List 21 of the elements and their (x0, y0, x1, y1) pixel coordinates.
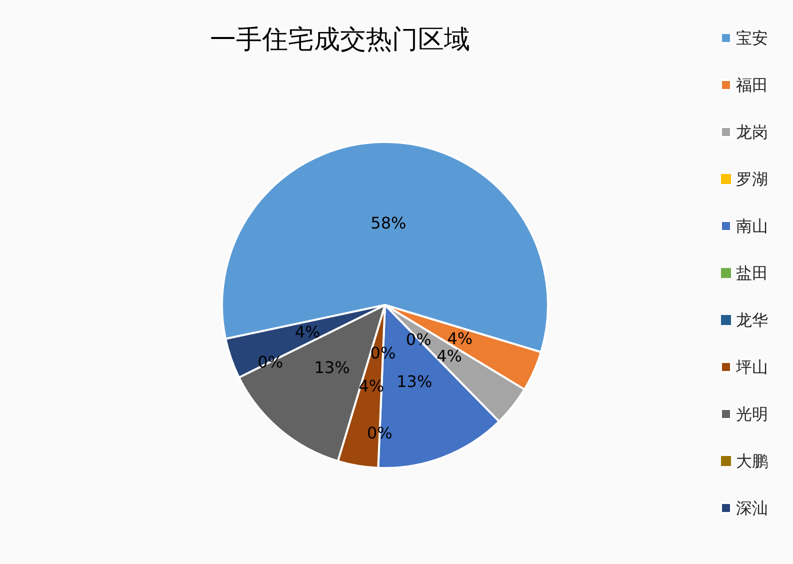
legend-label: 宝安 (736, 28, 768, 48)
chart-title: 一手住宅成交热门区域 (210, 25, 470, 55)
legend-label: 光明 (736, 404, 768, 424)
data-label: 4% (447, 328, 473, 348)
legend-label: 龙岗 (736, 122, 768, 142)
data-label: 58% (370, 214, 406, 233)
legend-label: 坪山 (735, 358, 768, 376)
legend-label: 南山 (736, 216, 768, 236)
data-label: 13% (314, 358, 350, 378)
text: 0% (406, 330, 432, 349)
data-label: 4% (436, 346, 462, 366)
legend-label: 盐田 (736, 264, 768, 282)
text: 0% (370, 343, 396, 362)
legend-label: 福田 (736, 76, 768, 94)
legend-label: 大鹏 (736, 452, 768, 470)
data-label: 13% (396, 372, 432, 392)
legend-label: 罗湖 (736, 170, 768, 188)
legend-label: 深汕 (736, 498, 768, 518)
legend-label: 龙华 (736, 310, 768, 330)
data-label: 4% (294, 322, 320, 342)
text: 0% (366, 423, 392, 442)
